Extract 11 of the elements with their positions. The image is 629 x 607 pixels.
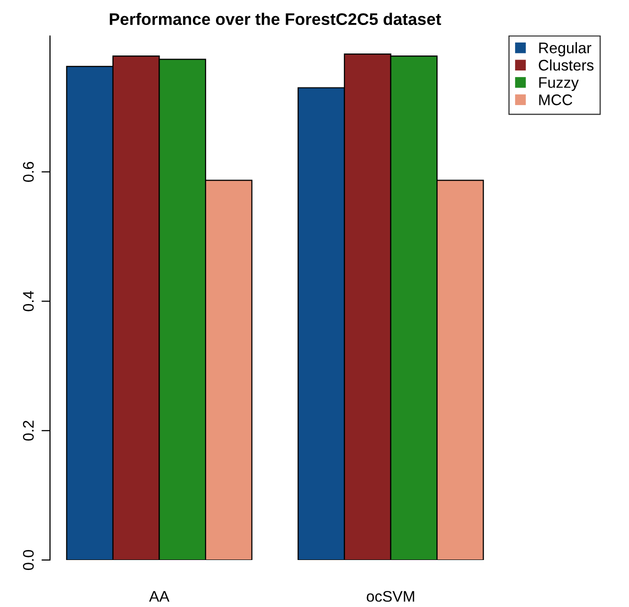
- legend-label: MCC: [539, 94, 572, 106]
- x-tick-label: ocSVM: [366, 590, 414, 602]
- chart-title: Performance over the ForestC2C5 dataset: [110, 12, 442, 26]
- x-tick-label: AA: [149, 591, 170, 602]
- legend-label: Regular: [539, 42, 592, 56]
- y-tick-label: 0.2: [22, 420, 34, 441]
- y-tick-label: 0.6: [22, 162, 34, 182]
- y-tick-label: 0.0: [22, 550, 34, 570]
- legend-label: Fuzzy: [539, 77, 579, 91]
- y-tick-label: 0.4: [22, 291, 34, 312]
- legend-label: Clusters: [538, 59, 594, 71]
